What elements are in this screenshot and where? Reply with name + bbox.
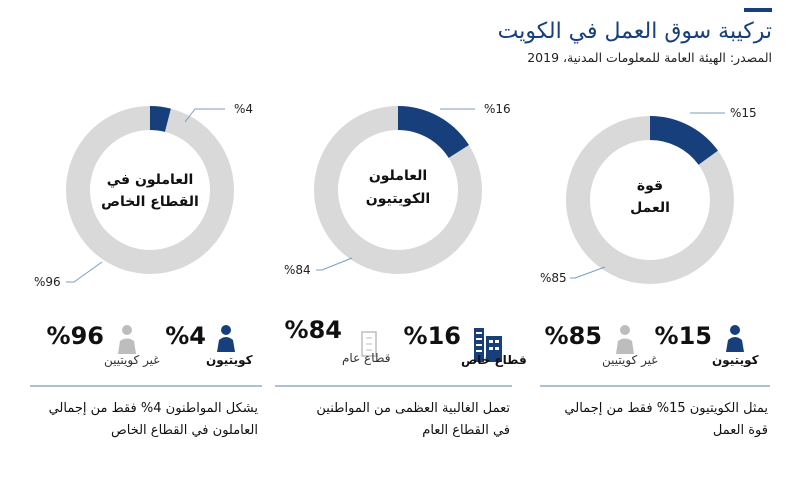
office-building-icon bbox=[474, 328, 502, 362]
source-note: المصدر: الهيئة العامة للمعلومات المدنية،… bbox=[527, 50, 772, 65]
stat-value-non-kuwaiti: %96 bbox=[47, 322, 104, 350]
description-line: يمثل الكويتيون 15% فقط من إجمالي bbox=[564, 401, 768, 416]
stat-value-kuwaiti: %4 bbox=[165, 322, 206, 350]
stat-caption-public: قطاع عام bbox=[342, 351, 390, 365]
description-line: يشكل المواطنون 4% فقط من إجمالي bbox=[48, 401, 258, 416]
description-labor-force: يمثل الكويتيون 15% فقط من إجمالي قوة الع… bbox=[548, 398, 768, 442]
header: تركيبة سوق العمل في الكويت المصدر: الهيئ… bbox=[498, 8, 772, 65]
page-title: تركيبة سوق العمل في الكويت bbox=[497, 19, 772, 44]
description-line: في القطاع العام bbox=[422, 423, 510, 438]
kuwaiti-person-icon bbox=[726, 325, 744, 352]
donut-center-title: الكويتيون bbox=[366, 191, 430, 207]
non-kuwaiti-person-icon bbox=[616, 325, 634, 354]
donut-center-title: العاملون bbox=[369, 168, 427, 184]
slice-label-private: %16 bbox=[484, 102, 511, 116]
slice-label-non-kuwaiti: %85 bbox=[540, 271, 567, 285]
description-line: تعمل الغالبية العظمى من المواطنين bbox=[316, 401, 510, 416]
donut-center-title: العاملون في bbox=[107, 172, 194, 188]
kuwaiti-person-icon bbox=[217, 325, 235, 352]
stat-caption-non-kuwaiti: غير كويتيين bbox=[602, 353, 658, 368]
chart-private-sector-workers: %4 %96 العاملون في القطاع الخاص %4 كويتي… bbox=[30, 102, 262, 387]
title-accent-bar bbox=[744, 8, 772, 12]
stat-value-public: %84 bbox=[285, 316, 342, 344]
leader-line bbox=[184, 108, 225, 123]
government-building-icon bbox=[361, 331, 377, 357]
slice-label-kuwaiti: %15 bbox=[730, 106, 757, 120]
donut-slice-kuwaiti bbox=[649, 116, 718, 166]
chart-labor-force: %15 %85 قوة العمل %15 كويتيون %85 غير كو… bbox=[540, 106, 770, 387]
stat-caption-kuwaiti: كويتيون bbox=[206, 353, 253, 368]
stat-caption-non-kuwaiti: غير كويتيين bbox=[104, 353, 160, 368]
slice-label-non-kuwaiti: %96 bbox=[34, 275, 61, 289]
leader-line bbox=[66, 261, 103, 283]
stat-caption-kuwaiti: كويتيون bbox=[712, 353, 759, 368]
slice-label-public: %84 bbox=[284, 263, 311, 277]
donut-center-title: قوة bbox=[637, 178, 663, 194]
description-line: العاملون في القطاع الخاص bbox=[111, 423, 258, 438]
description-private-sector: يشكل المواطنون 4% فقط من إجمالي العاملون… bbox=[38, 398, 258, 442]
stat-caption-private: قطاع خاص bbox=[461, 353, 527, 367]
description-line: قوة العمل bbox=[712, 423, 768, 438]
donut-center-title: العمل bbox=[630, 200, 670, 216]
stat-value-non-kuwaiti: %85 bbox=[545, 322, 602, 350]
donut-ring-bg bbox=[66, 106, 234, 274]
leader-line bbox=[316, 257, 353, 271]
donut-slice-private bbox=[397, 106, 469, 159]
donut-center-title: القطاع الخاص bbox=[101, 194, 199, 210]
leader-line bbox=[570, 266, 606, 279]
donut-slice-kuwaiti bbox=[149, 106, 171, 132]
slice-label-kuwaiti: %4 bbox=[234, 102, 253, 116]
description-kuwaiti-workers: تعمل الغالبية العظمى من المواطنين في الق… bbox=[290, 398, 510, 442]
non-kuwaiti-person-icon bbox=[118, 325, 136, 354]
chart-kuwaiti-workers: %16 %84 العاملون الكويتيون %16 قطاع خاص … bbox=[275, 102, 527, 387]
stat-value-private: %16 bbox=[404, 322, 461, 350]
stat-value-kuwaiti: %15 bbox=[655, 322, 712, 350]
